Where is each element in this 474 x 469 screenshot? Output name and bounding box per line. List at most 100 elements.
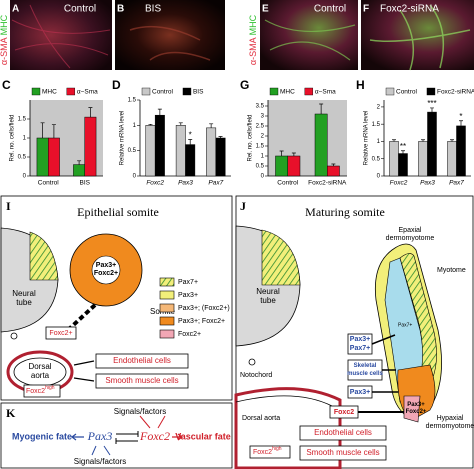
cell-label: Endothelial cells	[113, 356, 171, 365]
stain-label: MHC	[248, 14, 258, 35]
panel-i: I Epithelial somite Neural tube Pax3+ Foxc…	[0, 195, 233, 401]
legend-swatch	[159, 303, 175, 313]
x-tick-label: Control	[277, 180, 299, 187]
panel-title: Maturing somite	[305, 205, 385, 219]
micrograph	[10, 0, 112, 70]
error-bar	[40, 122, 45, 138]
error-bar	[88, 107, 93, 118]
bar	[275, 155, 289, 177]
legend-label: MHC	[42, 89, 57, 96]
y-axis-label: Relative mRNA level	[120, 111, 126, 166]
error-bar	[279, 150, 284, 156]
svg-text:Pax3+Pax7+: Pax3+ Pax7+	[350, 336, 370, 352]
fate-label: Vascular fate	[175, 431, 231, 441]
legend-label: Control	[396, 89, 418, 96]
aorta-label: aorta	[31, 371, 50, 380]
y-tick-label: 3.5	[256, 104, 265, 110]
bar	[84, 116, 97, 177]
cell-label: Foxc2+	[406, 409, 427, 415]
error-bar	[148, 123, 153, 126]
svg-text:Foxc2high: Foxc2high	[253, 446, 282, 456]
y-tick-label: 0.5	[128, 148, 137, 154]
x-tick-label: Pax7	[449, 180, 464, 187]
micrograph	[260, 0, 358, 70]
image-label: Control	[64, 4, 96, 15]
region-label: Dorsal aorta	[242, 415, 280, 422]
legend-label: BIS	[193, 89, 204, 96]
legend-swatch	[269, 87, 279, 96]
legend-swatch	[141, 87, 151, 96]
x-tick-label: Pax3	[178, 180, 193, 187]
y-tick-label: 0	[133, 174, 137, 180]
bar	[48, 137, 60, 177]
x-tick-label: BIS	[80, 180, 91, 187]
bar	[447, 141, 457, 177]
bar	[287, 155, 301, 177]
legend-swatch	[426, 87, 436, 96]
neural-tube-label: tube	[16, 298, 32, 307]
bar	[185, 144, 196, 177]
foxc2-high-sup: high	[272, 446, 282, 452]
legend-swatch	[159, 277, 175, 287]
region-label: dermomyotome	[386, 235, 435, 242]
x-tick-label: Foxc2	[390, 180, 408, 187]
cell-label: Skeletal	[354, 363, 377, 369]
bar	[456, 125, 466, 177]
bar	[427, 111, 437, 177]
panel-label: D	[112, 78, 121, 92]
y-tick-label: 1	[133, 123, 137, 129]
panel-label: J	[240, 199, 246, 213]
svg-text:α-SMA MHC: α-SMA MHC	[0, 14, 9, 65]
region-label: Myotome	[437, 267, 466, 274]
bar	[145, 125, 156, 177]
foxc2-label: Foxc2	[334, 409, 354, 416]
legend-swatch	[385, 87, 395, 96]
somite-label: Pax3+	[96, 262, 116, 269]
bar	[314, 113, 328, 177]
svg-text:α-SMA MHC: α-SMA MHC	[248, 14, 258, 65]
svg-text:Pax3+Foxc2+: Pax3+ Foxc2+	[94, 262, 118, 277]
y-tick-label: 2.5	[256, 124, 265, 130]
y-tick-label: 0	[377, 174, 381, 180]
foxc2-high-sup: high	[45, 385, 55, 391]
cell-label: muscle cells	[347, 371, 383, 377]
x-tick-label: Control	[38, 180, 60, 187]
cell-label: Pax7+	[350, 345, 370, 352]
bar	[73, 164, 85, 177]
legend-label: Pax7+	[178, 279, 198, 286]
neural-tube-label: Neural	[256, 287, 280, 296]
panel-k: K Signals/factors Myogenic fate Pax3 Fox…	[0, 402, 233, 469]
legend-swatch	[159, 329, 175, 339]
panel-title: Epithelial somite	[77, 205, 159, 219]
error-bar	[178, 122, 183, 126]
error-bar	[400, 150, 405, 154]
panel-label: A	[12, 4, 19, 15]
region-label: Pax7+	[398, 322, 412, 328]
error-bar	[429, 107, 434, 113]
bar	[154, 114, 165, 177]
region-label: Epaxial	[399, 227, 422, 234]
error-bar	[450, 139, 455, 142]
y-tick-label: 0	[23, 174, 27, 180]
y-tick-label: 1.5	[256, 144, 265, 150]
panel-j: J Maturing somite Neural tube Epaxial derm…	[234, 195, 474, 469]
legend-swatch	[31, 87, 41, 96]
signals-label: Signals/factors	[114, 407, 166, 416]
x-tick-label: Foxc2	[146, 180, 164, 187]
legend: Pax7+ Pax3+ Pax3+; (Foxc2+) Pax3+; Foxc2+ Fo…	[159, 277, 230, 339]
region-label: Hypaxial	[437, 415, 464, 422]
error-bar	[51, 124, 56, 138]
cell-label: Smooth muscle cells	[306, 448, 379, 457]
cell-label: Smooth muscle cells	[105, 376, 178, 385]
image-label: Foxc2-siRNA	[380, 4, 439, 15]
legend-swatch	[159, 316, 175, 326]
y-axis-label: Relative mRNA level	[364, 111, 370, 166]
legend-label: α−Sma	[315, 89, 336, 96]
foxc2-label: Foxc2+	[49, 330, 72, 337]
x-tick-label: Foxc2-siRNA	[308, 180, 347, 187]
y-tick-label: 1.5	[128, 98, 137, 104]
y-tick-label: 0.5	[372, 156, 381, 162]
